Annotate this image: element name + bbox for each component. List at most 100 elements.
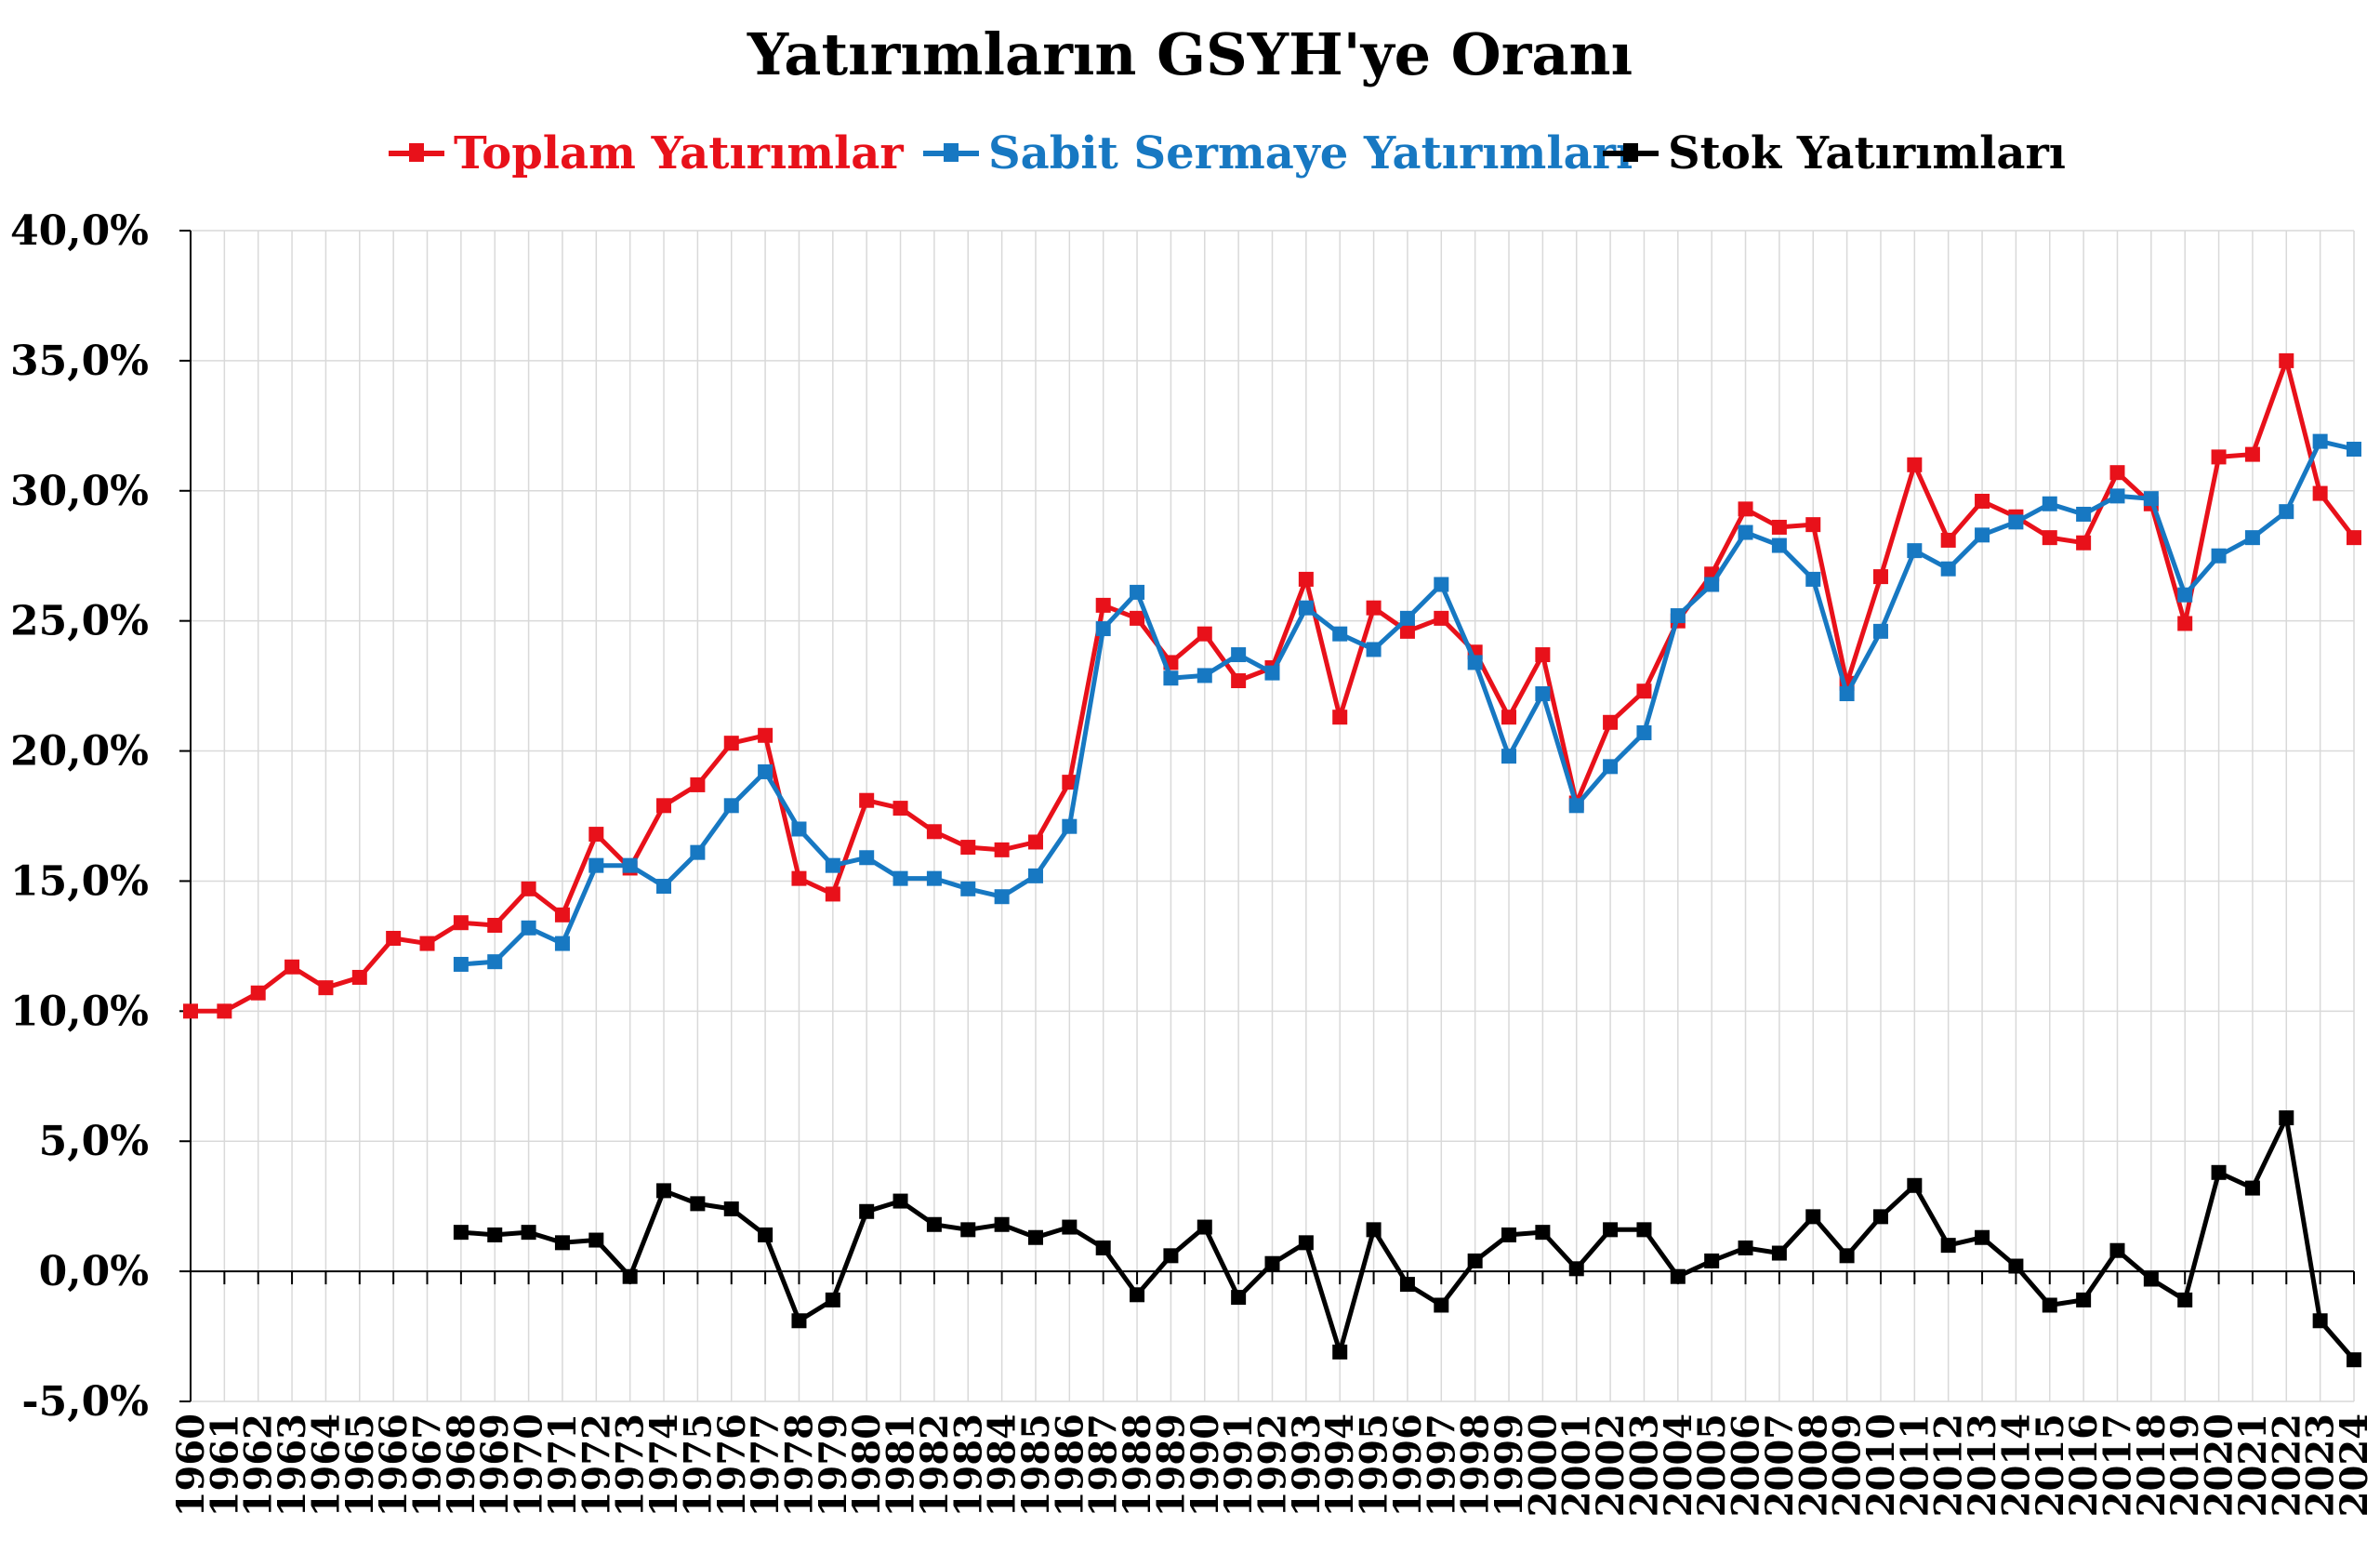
x-tick-label: 1967 [406,1414,450,1517]
x-tick-label: 2020 [2198,1414,2241,1517]
data-point-sabit [1501,749,1517,764]
x-tick-label: 2001 [1555,1414,1599,1517]
data-point-stok [2042,1297,2057,1313]
x-tick-label: 1976 [710,1414,754,1517]
data-point-sabit [1738,524,1753,540]
x-tick-label: 1960 [169,1414,213,1517]
data-point-toplam [1434,610,1449,626]
data-point-stok [656,1183,672,1199]
data-point-stok [588,1232,604,1248]
x-tick-label: 1966 [372,1414,416,1517]
x-tick-label: 2019 [2163,1414,2207,1517]
data-point-sabit [622,857,638,873]
data-point-sabit [2143,491,2159,507]
x-tick-label: 1982 [913,1414,957,1517]
data-point-sabit [690,844,706,860]
data-point-sabit [1467,655,1483,670]
data-point-stok [1940,1238,1956,1254]
data-point-toplam [926,824,942,840]
x-tick-label: 2002 [1589,1414,1633,1517]
data-point-sabit [656,879,672,895]
data-point-toplam [588,827,604,843]
x-tick-label: 1986 [1048,1414,1091,1517]
data-point-toplam [2347,530,2361,546]
data-point-sabit [1839,686,1855,702]
y-tick-label: 35,0% [10,338,149,385]
x-tick-label: 1987 [1082,1414,1126,1517]
legend-label-toplam: Toplam Yatırımlar [454,127,904,179]
data-point-sabit [487,954,503,970]
data-point-sabit [1332,626,1348,642]
data-point-sabit [1940,561,1956,577]
y-tick-label: 0,0% [39,1248,149,1295]
x-tick-label: 2023 [2299,1414,2343,1517]
data-point-sabit [2244,530,2260,546]
data-point-sabit [1535,686,1551,702]
data-point-toplam [1940,532,1956,548]
x-tick-label: 2014 [1994,1414,2038,1517]
data-point-sabit [1975,527,1990,543]
data-point-sabit [892,870,908,886]
data-point-sabit [791,821,807,837]
data-point-stok [554,1235,570,1251]
data-point-stok [487,1227,503,1242]
data-point-toplam [2244,446,2260,462]
x-tick-label: 1981 [879,1414,923,1517]
data-point-toplam [1298,571,1314,587]
y-tick-label: 40,0% [10,207,149,255]
data-point-sabit [1062,818,1078,834]
data-point-toplam [1027,834,1043,850]
y-tick-label: 15,0% [10,857,149,905]
data-point-stok [1197,1219,1212,1235]
data-point-stok [926,1216,942,1232]
data-point-toplam [1062,775,1078,790]
x-tick-label: 1971 [541,1414,585,1517]
data-point-sabit [1568,798,1584,814]
data-point-stok [1332,1344,1348,1360]
data-point-sabit [2347,442,2361,458]
data-point-sabit [1636,724,1652,740]
data-point-stok [622,1268,638,1284]
data-point-sabit [825,857,840,873]
data-point-toplam [723,736,739,751]
y-tick-label: 20,0% [10,728,149,776]
data-point-toplam [1805,517,1821,533]
data-point-stok [1670,1268,1686,1284]
data-point-toplam [284,959,300,975]
data-point-stok [2244,1180,2260,1196]
x-tick-label: 2003 [1622,1414,1666,1517]
data-point-stok [892,1193,908,1209]
data-point-sabit [453,956,469,972]
data-point-toplam [1231,673,1247,689]
x-tick-label: 2009 [1826,1414,1870,1517]
data-point-toplam [1907,457,1923,472]
data-point-sabit [1399,610,1415,626]
data-point-toplam [1975,493,1990,509]
data-point-toplam [2109,465,2125,481]
data-point-stok [791,1313,807,1329]
data-point-stok [1738,1240,1753,1255]
x-tick-label: 1988 [1116,1414,1159,1517]
data-point-sabit [1704,577,1720,592]
x-tick-label: 1999 [1488,1414,1531,1517]
data-point-sabit [1264,665,1280,681]
x-tick-label: 2017 [2096,1414,2139,1517]
data-point-sabit [554,936,570,951]
data-point-stok [859,1203,875,1219]
x-tick-label: 1972 [575,1414,618,1517]
data-point-stok [1467,1253,1483,1268]
y-tick-label: 10,0% [10,988,149,1035]
data-point-stok [1231,1290,1247,1306]
legend: Toplam Yatırımlar Sabit Sermaye Yatırıml… [0,116,2380,191]
x-tick-label: 1974 [642,1414,686,1517]
data-point-stok [1839,1248,1855,1264]
data-point-toplam [183,1003,198,1019]
y-tick-label: 25,0% [10,598,149,645]
data-point-stok [1704,1253,1720,1268]
data-point-sabit [2008,514,2024,530]
x-tick-label: 1985 [1014,1414,1058,1517]
data-point-stok [1568,1261,1584,1277]
x-tick-label: 2015 [2029,1414,2072,1517]
